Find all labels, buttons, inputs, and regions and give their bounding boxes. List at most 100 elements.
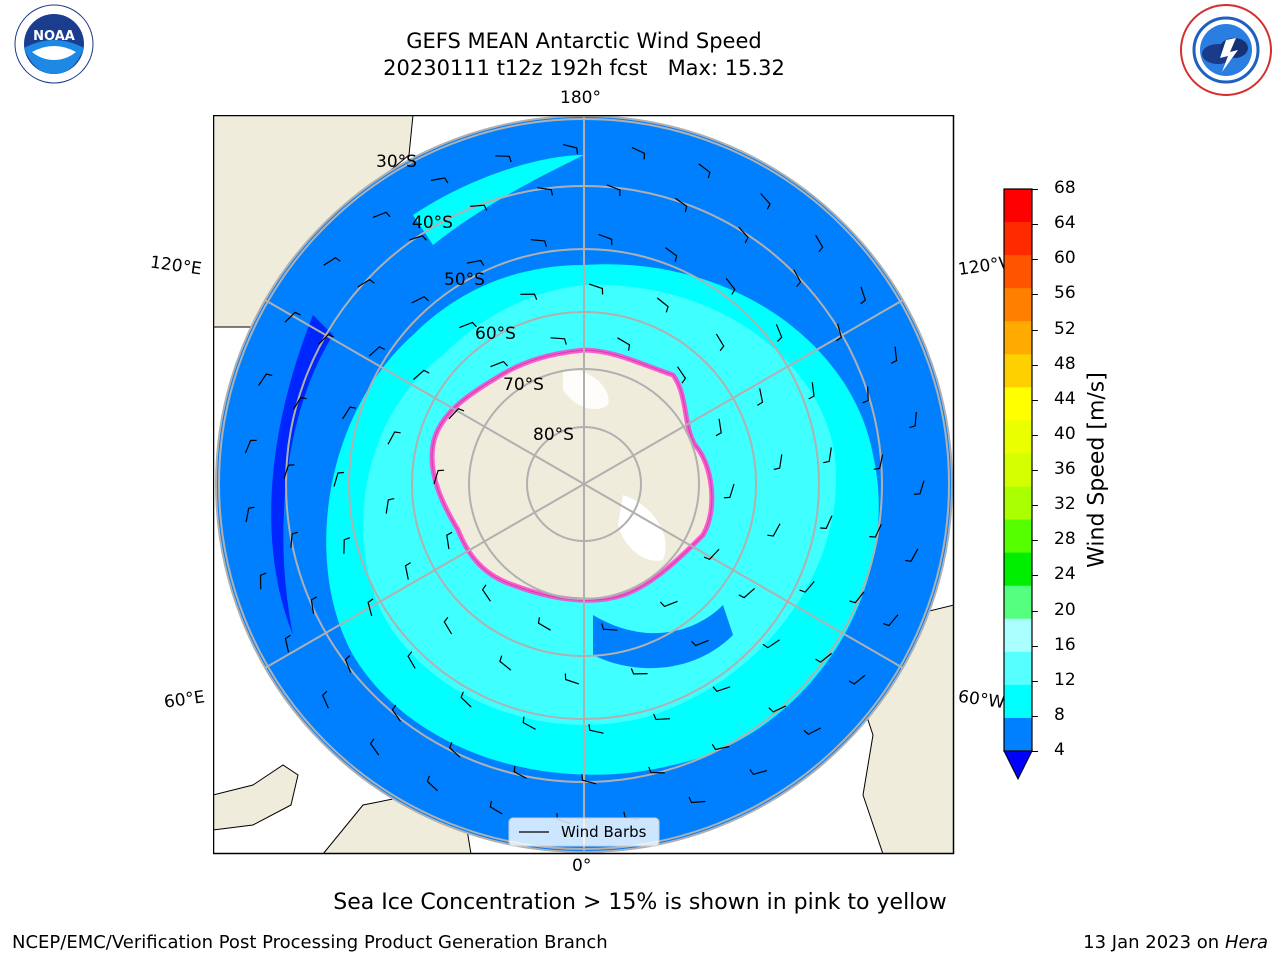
colorbar-tick-mark (1032, 505, 1038, 507)
wind-barb (767, 523, 781, 537)
wind-barb (836, 323, 842, 342)
wind-barb (489, 800, 503, 815)
colorbar-tick-label: 68 (1054, 178, 1076, 198)
wind-barb (310, 596, 317, 614)
wind-barb (674, 197, 688, 213)
wind-barb (550, 337, 567, 345)
colorbar-cell (1004, 321, 1032, 355)
wind-barb (537, 617, 551, 631)
wind-barb (522, 716, 536, 730)
wind-barb (342, 406, 357, 420)
wind-barb (283, 464, 295, 479)
latitude-label-40s: 40°S (412, 213, 453, 233)
colorbar-cell (1004, 255, 1032, 289)
wind-barb (631, 146, 646, 160)
colorbar-tick-label: 12 (1054, 669, 1076, 690)
wind-barb (530, 239, 547, 247)
wind-barb (691, 639, 709, 647)
wind-barb (665, 247, 678, 262)
colorbar-tick-mark (1032, 680, 1038, 682)
colorbar-cell (1004, 453, 1032, 488)
colorbar-tick-mark (1032, 470, 1038, 471)
wind-barb (258, 373, 273, 387)
wind-barb (656, 297, 669, 313)
wind-barb (446, 531, 453, 550)
wind-barb (581, 774, 597, 785)
nws-logo (1180, 4, 1272, 96)
colorbar-tick-label: 36 (1054, 459, 1076, 479)
wind-barb (820, 515, 833, 530)
map-subtitle: 20230111 t12z 192h fcst Max: 15.32 (383, 56, 785, 80)
wind-barb (284, 311, 301, 323)
colorbar-tick-label: 60 (1054, 248, 1076, 269)
colorbar-cell (1004, 354, 1032, 388)
legend-box (508, 817, 660, 847)
wind-barb (244, 439, 257, 454)
colorbar-cell (1004, 684, 1032, 719)
colorbar-tick-mark (1032, 294, 1038, 296)
colorbar-label: Wind Speed [m/s] (1084, 372, 1110, 568)
colorbar-cell (1004, 585, 1032, 620)
wind-barb (369, 738, 380, 756)
colorbar-tick-label: 16 (1054, 634, 1076, 655)
wind-barb (677, 366, 687, 384)
wind-barb (443, 616, 453, 635)
footer-date: 13 Jan 2023 on Hera (1083, 932, 1268, 953)
wind-barb (537, 187, 554, 196)
wind-barb (617, 337, 631, 351)
colorbar-tick-mark (1032, 399, 1038, 401)
wind-barb (648, 766, 665, 774)
wind-barb (460, 691, 472, 708)
map-title: GEFS MEAN Antarctic Wind Speed (406, 29, 762, 53)
wind-barb (862, 386, 869, 404)
colorbar-extend-arrow (1003, 750, 1033, 781)
wind-barb (848, 674, 866, 685)
wind-barb (357, 278, 375, 288)
wind-barb (849, 591, 865, 604)
colorbar-cell (1004, 552, 1032, 587)
colorbar-tick-mark (1032, 715, 1038, 717)
wind-barb (913, 480, 925, 495)
colorbar-tick-mark (1032, 575, 1038, 577)
wind-barb (481, 584, 491, 602)
wind-barb (659, 600, 678, 608)
wind-barb (598, 233, 613, 246)
colorbar-tick-label: 8 (1054, 704, 1065, 725)
colorbar-tick-label: 44 (1054, 388, 1076, 409)
wind-barb (343, 537, 351, 554)
noaa-logo-text: NOAA (33, 29, 75, 44)
wind-barb (703, 548, 720, 561)
colorbar-cell (1004, 387, 1032, 421)
colorbar-tick-label: 4 (1054, 740, 1065, 760)
wind-barb (387, 431, 401, 445)
colorbar-tick-mark (1032, 434, 1038, 436)
colorbar-tick-label: 52 (1054, 318, 1076, 339)
wind-barb (321, 690, 329, 709)
meridian-label-120e: 120°E (148, 252, 203, 280)
colorbar-tick-label: 64 (1054, 213, 1076, 234)
wind-barb (448, 407, 465, 420)
wind-barb (601, 623, 618, 631)
latitude-label-50s: 50°S (444, 270, 485, 290)
wind-barb (470, 204, 488, 211)
colorbar-cell (1004, 618, 1032, 653)
wind-barb (430, 177, 449, 184)
latitude-label-30s: 30°S (376, 152, 417, 172)
wind-barb (815, 234, 824, 253)
latitude-label-80s: 80°S (533, 425, 574, 445)
wind-barb (466, 259, 485, 266)
wind-barb (404, 562, 411, 580)
footer-branch: NCEP/EMC/Verification Post Processing Pr… (12, 932, 608, 953)
sea-ice-caption: Sea Ice Concentration > 15% is shown in … (333, 890, 947, 915)
colorbar-tick-mark (1032, 540, 1038, 542)
colorbar-tick-mark (1032, 364, 1038, 366)
wind-barb (711, 743, 730, 751)
wind-barb (715, 333, 725, 352)
legend-label: Wind Barbs (561, 823, 647, 841)
colorbar-cell (1004, 717, 1032, 752)
colorbar-tick-mark (1032, 610, 1038, 612)
wind-barb (760, 193, 771, 210)
wind-barb (413, 369, 430, 381)
wind-barb (799, 581, 815, 593)
latitude-label-60s: 60°S (475, 324, 516, 344)
